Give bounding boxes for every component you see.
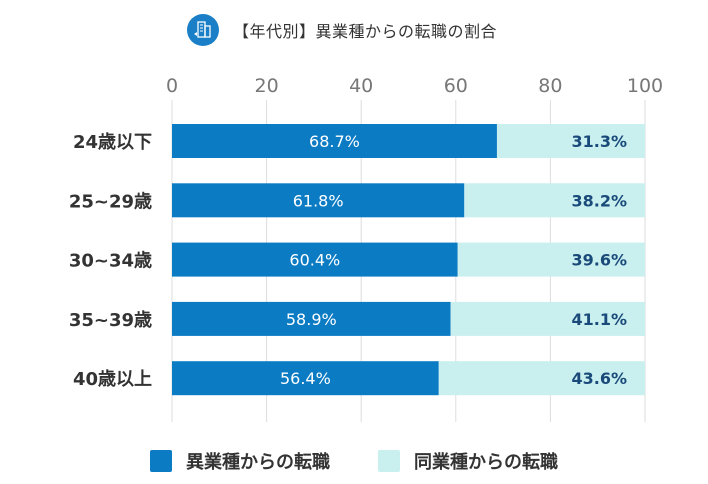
x-tick-label: 0	[166, 75, 178, 97]
data-label-series-b: 43.6%	[571, 369, 627, 388]
category-label: 35~39歳	[69, 310, 152, 331]
data-label-series-b: 39.6%	[571, 251, 627, 270]
chart-title: 【年代別】異業種からの転職の割合	[232, 22, 497, 41]
bar-series-b	[450, 301, 645, 336]
bar-series-a	[172, 242, 458, 277]
data-label-series-b: 41.1%	[571, 310, 627, 329]
legend-label-series-a: 異業種からの転職	[186, 452, 330, 473]
data-label-series-b: 38.2%	[571, 191, 627, 210]
bar-series-b	[438, 361, 645, 396]
bar-series-a	[172, 183, 465, 218]
x-tick-label: 100	[627, 75, 663, 97]
bar-series-b	[464, 183, 645, 218]
bar-series-b	[496, 124, 645, 158]
x-tick-label: 20	[255, 75, 279, 97]
bar-series-b	[457, 242, 645, 277]
x-tick-label: 40	[349, 75, 373, 97]
building-icon	[186, 14, 219, 46]
data-label-series-b: 31.3%	[571, 132, 627, 151]
data-label-series-a: 58.9%	[286, 310, 337, 329]
data-label-series-a: 68.7%	[309, 132, 360, 151]
bars: 68.7% 31.3% 61.8% 38.2% 60.4% 39.6% 58.9% 41.1%…	[172, 124, 645, 396]
category-label: 30~34歳	[69, 251, 152, 272]
bar-series-a	[172, 301, 451, 336]
x-tick-label: 60	[444, 75, 468, 97]
x-axis-ticks: 0 20 40 60 80 100	[166, 75, 663, 97]
data-label-series-a: 56.4%	[280, 369, 331, 388]
bar-series-a	[172, 361, 439, 396]
chart-plot: 0 20 40 60 80 100 68.7% 31.3% 61.8% 38.2% 60.4% 39…	[69, 75, 663, 422]
data-label-series-a: 61.8%	[293, 191, 344, 210]
data-label-series-a: 60.4%	[289, 251, 340, 270]
legend-label-series-b: 同業種からの転職	[414, 452, 558, 473]
legend-swatch-series-b	[378, 450, 400, 472]
category-label: 25~29歳	[69, 191, 152, 212]
category-label: 24歳以下	[73, 132, 152, 153]
legend-item-series-a: 異業種からの転職	[150, 448, 330, 474]
legend: 異業種からの転職 同業種からの転職	[0, 446, 708, 476]
legend-item-series-b: 同業種からの転職	[378, 448, 558, 474]
category-labels: 24歳以下 25~29歳 30~34歳 35~39歳 40歳以上	[69, 132, 152, 390]
bar-series-a	[172, 124, 497, 158]
legend-swatch-series-a	[150, 450, 172, 472]
category-label: 40歳以上	[73, 369, 152, 390]
chart-header: 【年代別】異業種からの転職の割合	[0, 12, 708, 48]
x-tick-label: 80	[538, 75, 562, 97]
